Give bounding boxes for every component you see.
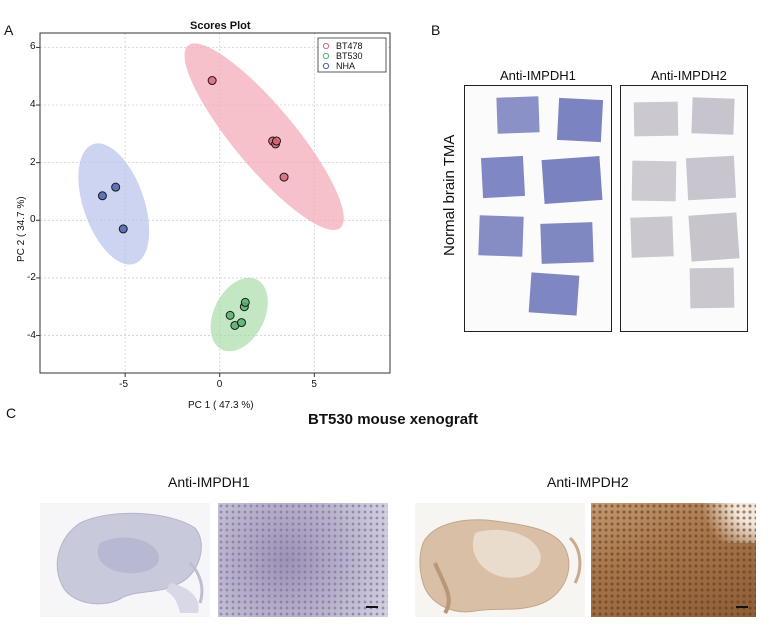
tma-ihc1-slide: [464, 85, 612, 332]
ellipse-nha: [78, 143, 150, 265]
xenograft-ihc1-title: Anti-IMPDH1: [168, 474, 250, 490]
legend-marker-nha: [322, 62, 330, 70]
tma-core: [480, 155, 526, 199]
x-axis-label: PC 1 ( 47.3 %): [188, 400, 254, 411]
ellipse-bt530: [210, 277, 268, 352]
score-points: [97, 76, 289, 330]
xenograft-ihc2-title: Anti-IMPDH2: [547, 474, 629, 490]
scores-plot-title: Scores Plot: [190, 20, 251, 32]
panel-label-a: A: [4, 22, 14, 38]
tma-side-label: Normal brain TMA: [441, 134, 458, 256]
score-point-bt530: [225, 310, 235, 320]
scale-bar: [366, 606, 378, 608]
xenograft-ihc2-zoom: [591, 503, 756, 617]
confidence-ellipses: [78, 43, 344, 352]
legend-label-bt478: BT478: [336, 41, 363, 51]
tma-core: [478, 215, 524, 257]
legend-marker-bt478: [322, 42, 330, 50]
tma-core: [688, 212, 740, 262]
score-point-bt530: [236, 318, 246, 328]
legend-marker-bt530: [322, 52, 330, 60]
legend-label-nha: NHA: [336, 61, 356, 71]
panel-label-c: C: [6, 405, 17, 421]
y-tick-label: -2: [27, 271, 36, 283]
x-tick-label: -5: [119, 379, 129, 390]
score-point-bt530: [240, 297, 250, 307]
tma-core: [691, 97, 735, 135]
axis-ticks: [36, 46, 315, 377]
plot-legend: [317, 37, 387, 73]
ellipse-bt478: [184, 43, 344, 231]
score-point-nha: [118, 224, 128, 234]
scale-bar: [736, 606, 748, 608]
tma-ihc2-title: Anti-IMPDH2: [651, 68, 727, 83]
tma-core: [541, 156, 603, 204]
y-tick-label: -4: [27, 329, 36, 341]
y-axis-label: PC 2 ( 34.7 %): [16, 196, 27, 262]
y-tick-label: 4: [30, 99, 36, 111]
tma-core: [631, 160, 677, 202]
y-tick-label: 6: [30, 41, 36, 53]
tma-core: [689, 267, 735, 309]
tma-core: [540, 222, 594, 264]
x-tick-label: 0: [216, 379, 223, 390]
score-point-bt478: [271, 136, 281, 146]
y-tick-label: 2: [30, 156, 36, 168]
plot-frame: [39, 32, 391, 374]
score-point-bt478: [207, 76, 217, 86]
tma-ihc2-slide: [620, 85, 748, 332]
y-tick-label: 0: [30, 214, 36, 226]
scores-plot: [36, 32, 391, 377]
score-point-nha: [111, 182, 121, 192]
tma-core: [528, 272, 580, 316]
xenograft-ihc1-overview: [40, 503, 210, 617]
tma-core: [630, 216, 674, 258]
tma-core: [685, 155, 737, 201]
tma-core: [556, 97, 604, 143]
xenograft-title: BT530 mouse xenograft: [308, 411, 479, 428]
tma-ihc1-title: Anti-IMPDH1: [500, 68, 576, 83]
tma-core: [496, 96, 540, 134]
xenograft-ihc2-overview: [415, 503, 585, 617]
legend-label-bt530: BT530: [336, 51, 363, 61]
tma-core: [633, 101, 679, 137]
score-point-bt478: [279, 172, 289, 182]
x-tick-label: 5: [311, 379, 317, 390]
score-point-nha: [97, 191, 107, 201]
panel-label-b: B: [431, 22, 441, 38]
xenograft-ihc1-zoom: [218, 503, 388, 617]
